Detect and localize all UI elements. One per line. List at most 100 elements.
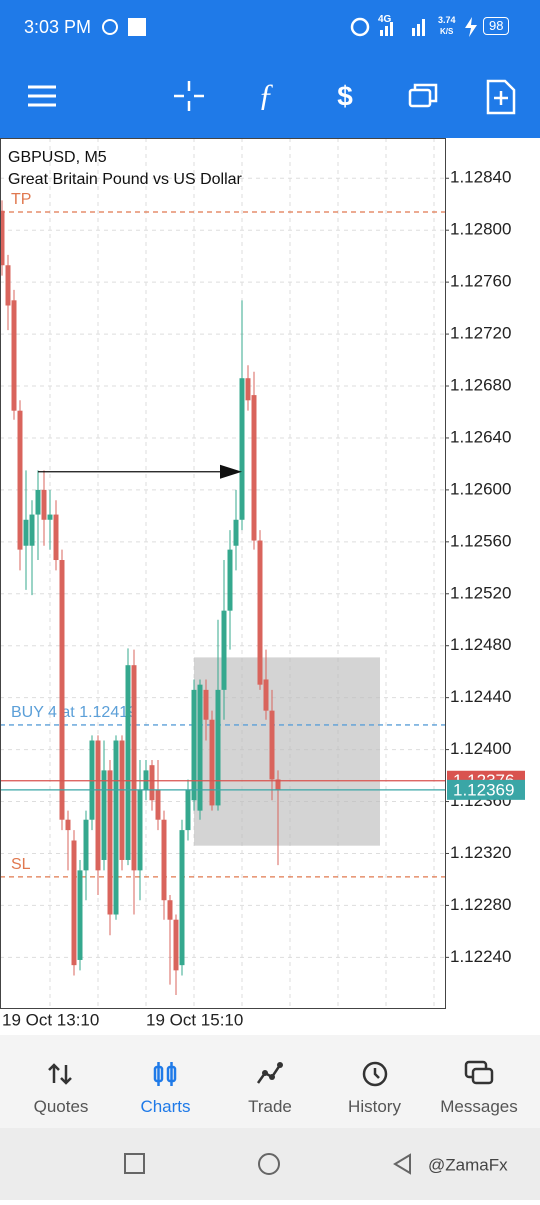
nav-label: Trade bbox=[248, 1097, 292, 1116]
candle-body bbox=[209, 719, 215, 806]
time: 3:03 PM bbox=[24, 17, 92, 37]
level-label: SL bbox=[11, 856, 31, 873]
candle-body bbox=[53, 514, 59, 561]
chart: 1.122401.122801.123201.123601.124001.124… bbox=[0, 138, 540, 1035]
candle-body bbox=[101, 770, 107, 860]
candle-body bbox=[275, 779, 281, 790]
nav-tab[interactable]: History bbox=[321, 1035, 429, 1128]
nav-label: Quotes bbox=[33, 1097, 89, 1116]
candle-body bbox=[113, 740, 119, 915]
candle-body bbox=[155, 789, 161, 820]
candle-body bbox=[23, 519, 29, 546]
candle-body bbox=[161, 819, 167, 901]
candle-body bbox=[107, 770, 113, 915]
y-tick-label: 1.12840 bbox=[450, 168, 511, 187]
y-tick-label: 1.12760 bbox=[450, 272, 511, 291]
nav-icon bbox=[362, 1061, 387, 1087]
y-tick-label: 1.12280 bbox=[450, 895, 511, 914]
system-buttons: @ZamaFx bbox=[124, 1153, 508, 1175]
nav-label: Messages bbox=[440, 1097, 518, 1116]
toolbar: ƒ $ bbox=[0, 55, 540, 138]
timeframe-button[interactable] bbox=[408, 83, 438, 108]
nav-icon bbox=[256, 1062, 283, 1084]
candle-body bbox=[191, 689, 197, 801]
toolbar-icons: ƒ $ bbox=[28, 76, 516, 115]
back-button[interactable] bbox=[393, 1153, 411, 1175]
candle-body bbox=[167, 900, 173, 920]
candle-body bbox=[119, 740, 125, 860]
bid-line-tag bbox=[447, 779, 525, 800]
candle-body bbox=[257, 540, 263, 685]
candle-body bbox=[0, 210, 5, 266]
candle-body bbox=[263, 679, 269, 711]
candle-body bbox=[215, 689, 221, 806]
candle-body bbox=[131, 665, 137, 871]
chart-background bbox=[0, 138, 540, 1035]
battery: 98 bbox=[483, 17, 510, 35]
template-button[interactable] bbox=[486, 79, 516, 115]
candle-body bbox=[233, 519, 239, 546]
candle-body bbox=[245, 378, 251, 401]
recents-button[interactable] bbox=[124, 1153, 145, 1174]
charge-icon bbox=[465, 17, 477, 37]
symbol: GBPUSD, M5 bbox=[8, 149, 107, 166]
candle-body bbox=[251, 395, 257, 541]
candle-body bbox=[185, 789, 191, 831]
candle-body bbox=[17, 410, 23, 550]
y-tick-label: 1.12240 bbox=[450, 947, 511, 966]
nav-tab[interactable]: Trade bbox=[216, 1035, 324, 1128]
home-button[interactable] bbox=[258, 1153, 280, 1175]
nav-tab[interactable]: Charts bbox=[112, 1035, 220, 1128]
candle-body bbox=[203, 689, 209, 720]
speed: 3.74 bbox=[438, 15, 456, 25]
candle-body bbox=[29, 514, 35, 546]
y-tick-label: 1.12560 bbox=[450, 531, 511, 550]
candle-body bbox=[89, 740, 95, 820]
candle-body bbox=[83, 819, 89, 871]
nav-tab[interactable]: Quotes bbox=[7, 1035, 115, 1128]
candle-body bbox=[59, 560, 65, 820]
menu-button[interactable] bbox=[28, 85, 56, 107]
candle-body bbox=[269, 710, 275, 780]
crosshair-button[interactable] bbox=[174, 81, 204, 111]
x-tick-label: 19 Oct 13:10 bbox=[2, 1010, 99, 1029]
candle-body bbox=[197, 684, 203, 811]
indicators-button[interactable]: ƒ bbox=[258, 76, 274, 112]
y-tick-label: 1.12520 bbox=[450, 583, 511, 602]
candle-body bbox=[239, 378, 245, 520]
system-nav: @ZamaFx bbox=[0, 1128, 540, 1200]
candle-body bbox=[71, 840, 77, 966]
y-tick-label: 1.12440 bbox=[450, 687, 511, 706]
candle-body bbox=[77, 870, 83, 960]
candle-body bbox=[11, 300, 17, 411]
bottom-nav: Quotes Charts Trade History Messages bbox=[0, 1035, 540, 1128]
y-tick-label: 1.12480 bbox=[450, 635, 511, 654]
level-label: TP bbox=[11, 191, 31, 208]
y-tick-label: 1.12320 bbox=[450, 843, 511, 862]
nav-icon bbox=[48, 1063, 72, 1085]
y-tick-label: 1.12600 bbox=[450, 479, 511, 498]
nav-label: History bbox=[348, 1097, 401, 1116]
description: Great Britain Pound vs US Dollar bbox=[8, 171, 243, 188]
candle-body bbox=[65, 819, 71, 831]
candle-body bbox=[227, 549, 233, 611]
candle-body bbox=[47, 514, 53, 520]
watermark: @ZamaFx bbox=[428, 1155, 508, 1174]
network: 4G bbox=[378, 14, 392, 25]
y-tick-label: 1.12680 bbox=[450, 375, 511, 394]
trade-button[interactable]: $ bbox=[337, 80, 353, 111]
candle-body bbox=[5, 265, 11, 306]
y-tick-label: 1.12720 bbox=[450, 324, 511, 343]
candle-body bbox=[179, 830, 185, 966]
status-bar: 3:03 PM 4G 3.74 K/S 98 bbox=[0, 0, 540, 55]
nav-icon bbox=[153, 1062, 176, 1086]
candle-body bbox=[35, 489, 41, 515]
candle-body bbox=[125, 665, 131, 860]
x-tick-label: 19 Oct 15:10 bbox=[146, 1010, 243, 1029]
candle-body bbox=[95, 740, 101, 871]
bid-line-label: 1.12369 bbox=[453, 780, 514, 799]
speed-unit: K/S bbox=[440, 27, 454, 36]
nav-tab[interactable]: Messages bbox=[425, 1035, 533, 1128]
signal-icons bbox=[350, 17, 425, 37]
